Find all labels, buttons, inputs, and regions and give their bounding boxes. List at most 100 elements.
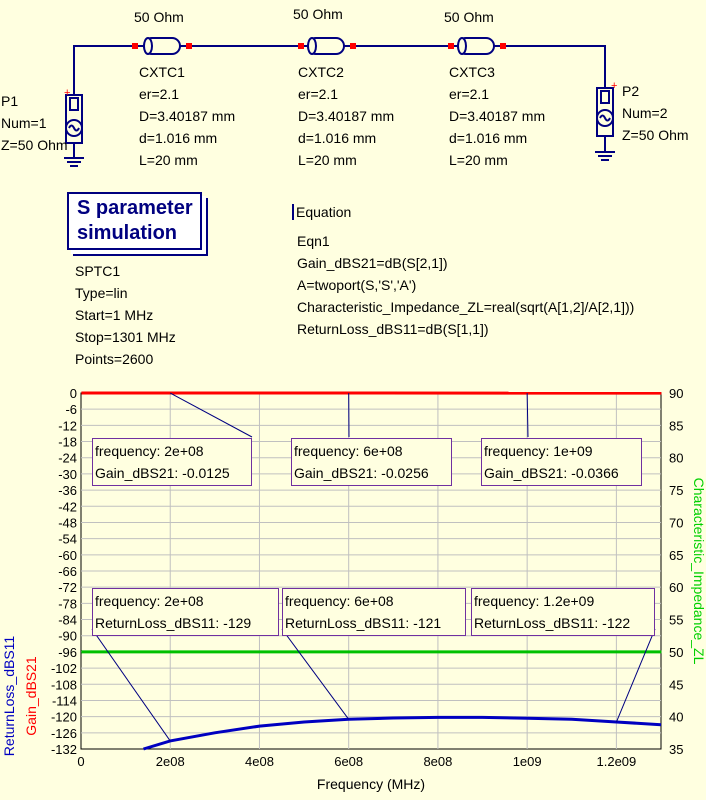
y-left-tick-label: -48: [58, 515, 77, 530]
param-length: L=20 mm: [449, 152, 508, 168]
marker-gain-2[interactable]: frequency: 6e+08 Gain_dBS21: -0.0256: [291, 438, 452, 486]
y-left-tick-label: -84: [58, 613, 77, 628]
param-er: er=2.1: [449, 86, 490, 102]
marker-leader-line: [91, 628, 171, 742]
port-load-icon: [595, 87, 615, 161]
y-left-tick-label: -78: [58, 596, 77, 611]
marker-frequency: frequency: 1.2e+09: [474, 593, 595, 609]
marker-value: Gain_dBS21: -0.0125: [95, 465, 230, 481]
param-outer-diameter: D=3.40187 mm: [449, 108, 546, 124]
marker-returnloss-2[interactable]: frequency: 6e+08 ReturnLoss_dBS11: -121: [282, 588, 466, 636]
param-outer-diameter: D=3.40187 mm: [298, 108, 395, 124]
marker-frequency: frequency: 2e+08: [95, 593, 204, 609]
y-left-tick-label: -102: [51, 661, 77, 676]
marker-value: ReturnLoss_dBS11: -122: [474, 615, 631, 631]
marker-leader-line: [526, 393, 529, 438]
marker-value: ReturnLoss_dBS11: -121: [285, 615, 442, 631]
y-right-tick-label: 50: [669, 645, 683, 660]
marker-frequency: frequency: 6e+08: [285, 593, 394, 609]
sparameter-simulation-block[interactable]: S parameter simulation: [67, 192, 202, 250]
cxtc2-impedance-label: 50 Ohm: [293, 6, 343, 22]
equation-line: ReturnLoss_dBS11=dB(S[1,1]): [297, 321, 489, 337]
y-left-tick-label: 0: [70, 386, 77, 401]
param-stop: Stop=1301 MHz: [75, 329, 176, 345]
y-left-tick-label: -42: [58, 499, 77, 514]
y-right-tick-label: 35: [669, 742, 683, 757]
y-left-axis-label: ReturnLoss_dBS11: [1, 636, 17, 757]
equation-block[interactable]: Eqn1 Gain_dBS21=dB(S[2,1]) A=twoport(S,'…: [297, 230, 634, 340]
cxtc3-impedance-label: 50 Ohm: [444, 9, 494, 25]
x-tick-label: 2e08: [156, 754, 185, 769]
y-left-tick-label: -12: [58, 418, 77, 433]
marker-value: ReturnLoss_dBS11: -129: [95, 615, 252, 631]
simulation-params[interactable]: SPTC1 Type=lin Start=1 MHz Stop=1301 MHz…: [75, 260, 176, 370]
y-left-tick-label: -24: [58, 451, 77, 466]
y-right-tick-label: 40: [669, 710, 683, 725]
y-left-tick-label: -66: [58, 564, 77, 579]
param-er: er=2.1: [298, 86, 339, 102]
param-inner-diameter: d=1.016 mm: [139, 130, 218, 146]
marker-gain-1[interactable]: frequency: 2e+08 Gain_dBS21: -0.0125: [92, 438, 252, 486]
y-right-tick-label: 80: [669, 451, 683, 466]
cxtc1-impedance-label: 50 Ohm: [134, 9, 184, 25]
y-left-tick-label: -60: [58, 548, 77, 563]
param-er: er=2.1: [139, 86, 180, 102]
equation-title[interactable]: Equation: [292, 204, 351, 220]
param-length: L=20 mm: [298, 152, 357, 168]
x-tick-label: 1.2e09: [597, 754, 637, 769]
component-id: CXTC2: [298, 64, 344, 80]
equation-line: Gain_dBS21=dB(S[2,1]): [297, 255, 448, 271]
cxtc2-params[interactable]: CXTC2 er=2.1 D=3.40187 mm d=1.016 mm L=2…: [298, 61, 394, 171]
param-type: Type=lin: [75, 285, 128, 301]
y-right-tick-label: 85: [669, 418, 683, 433]
param-outer-diameter: D=3.40187 mm: [139, 108, 236, 124]
x-tick-label: 8e08: [423, 754, 452, 769]
cxtc1-params[interactable]: CXTC1 er=2.1 D=3.40187 mm d=1.016 mm L=2…: [139, 61, 235, 171]
y-left-tick-label: -126: [51, 726, 77, 741]
y-left-tick-label: -114: [52, 693, 77, 708]
y-left-tick-label: -30: [58, 467, 77, 482]
y-right-tick-label: 55: [669, 613, 683, 628]
param-points: Points=2600: [75, 351, 154, 367]
y-right-tick-label: 45: [669, 677, 683, 692]
component-id: SPTC1: [75, 263, 121, 279]
y-left-tick-label: -36: [58, 483, 77, 498]
param-impedance: Z=50 Ohm: [622, 127, 689, 143]
marker-value: Gain_dBS21: -0.0366: [484, 465, 619, 481]
marker-frequency: frequency: 6e+08: [294, 443, 403, 459]
y-left-tick-label: -132: [51, 742, 77, 757]
component-id: CXTC3: [449, 64, 495, 80]
param-num: Num=2: [622, 105, 668, 121]
x-axis-label: Frequency (MHz): [317, 776, 425, 792]
y-left-tick-label: -18: [58, 435, 77, 450]
equation-line: A=twoport(S,'S','A'): [297, 277, 417, 293]
marker-returnloss-3[interactable]: frequency: 1.2e+09 ReturnLoss_dBS11: -12…: [471, 588, 655, 636]
marker-leader-line: [615, 628, 656, 723]
svg-text:+: +: [64, 87, 70, 99]
y-right-tick-label: 90: [669, 386, 683, 401]
schematic-wiring: + +: [64, 37, 617, 167]
marker-value: Gain_dBS21: -0.0256: [294, 465, 429, 481]
port-p1-params[interactable]: P1 Num=1 Z=50 Ohm: [1, 90, 68, 156]
y-left-tick-label: -108: [51, 677, 77, 692]
y-left-tick-label: -120: [51, 710, 77, 725]
sim-title-line1: S parameter: [77, 197, 193, 219]
series-ReturnLoss_dBS11: [143, 715, 662, 751]
component-id: P1: [1, 93, 19, 109]
x-tick-label: 1e09: [513, 754, 542, 769]
y-left-tick-label: -96: [58, 645, 77, 660]
y-right-tick-label: 70: [669, 515, 683, 530]
svg-text:+: +: [611, 80, 617, 92]
y-left-tick-label: -72: [58, 580, 77, 595]
y-left-tick-label: -6: [65, 402, 77, 417]
y-right-tick-label: 75: [669, 483, 683, 498]
cxtc3-params[interactable]: CXTC3 er=2.1 D=3.40187 mm d=1.016 mm L=2…: [449, 61, 545, 171]
marker-returnloss-1[interactable]: frequency: 2e+08 ReturnLoss_dBS11: -129: [92, 588, 279, 636]
x-tick-label: 0: [77, 754, 84, 769]
port-p2-params[interactable]: P2 Num=2 Z=50 Ohm: [622, 80, 689, 146]
sim-title-line2: simulation: [77, 222, 178, 244]
param-start: Start=1 MHz: [75, 307, 154, 323]
x-tick-label: 6e08: [334, 754, 363, 769]
equation-line: Characteristic_Impedance_ZL=real(sqrt(A[…: [297, 299, 635, 315]
marker-gain-3[interactable]: frequency: 1e+09 Gain_dBS21: -0.0366: [481, 438, 642, 486]
